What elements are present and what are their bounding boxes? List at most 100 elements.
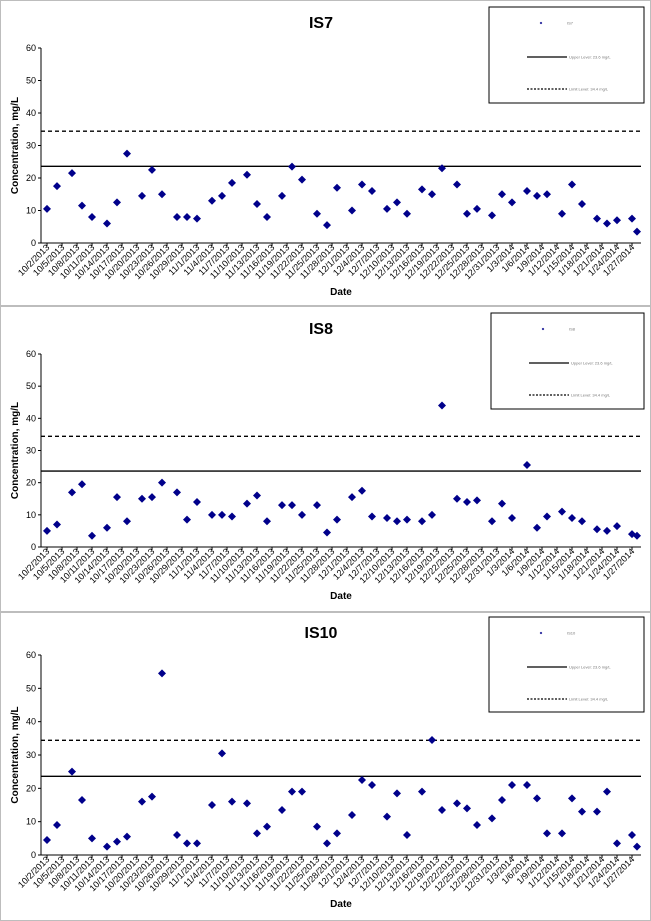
data-point bbox=[218, 510, 226, 519]
data-point bbox=[88, 213, 96, 221]
data-point bbox=[358, 180, 366, 189]
data-point bbox=[488, 211, 496, 220]
chart-title: IS7 bbox=[309, 15, 333, 32]
data-point bbox=[218, 191, 226, 200]
data-point bbox=[578, 807, 586, 816]
data-point bbox=[333, 183, 341, 192]
data-point bbox=[558, 829, 566, 838]
y-tick-label: 60 bbox=[26, 349, 36, 359]
data-point bbox=[603, 526, 611, 535]
data-point bbox=[78, 796, 86, 804]
legend-label: Limit Level: 34.4 mg/L bbox=[569, 697, 609, 702]
data-point bbox=[418, 185, 426, 194]
data-point bbox=[138, 797, 146, 806]
data-point bbox=[633, 227, 641, 236]
y-axis-label: Concentration, mg/L bbox=[10, 97, 21, 194]
data-point bbox=[438, 401, 446, 410]
y-tick-label: 60 bbox=[26, 650, 36, 660]
legend-box bbox=[490, 312, 645, 410]
y-tick-label: 20 bbox=[26, 783, 36, 793]
data-point bbox=[418, 517, 426, 526]
data-point bbox=[568, 180, 576, 189]
data-point bbox=[403, 209, 411, 218]
data-point bbox=[578, 200, 586, 208]
data-point bbox=[183, 515, 191, 524]
data-point bbox=[508, 781, 516, 789]
data-point bbox=[368, 781, 376, 789]
data-point bbox=[603, 219, 611, 228]
legend-label: Upper Level: 23.6 mg/L bbox=[569, 55, 611, 60]
data-point bbox=[453, 799, 461, 808]
data-point bbox=[603, 787, 611, 796]
data-point bbox=[383, 812, 391, 821]
data-point bbox=[68, 767, 76, 776]
data-point bbox=[473, 496, 481, 505]
data-point bbox=[183, 839, 191, 848]
data-point bbox=[323, 839, 331, 848]
data-point bbox=[523, 460, 531, 469]
data-point bbox=[613, 522, 621, 531]
data-point bbox=[43, 836, 51, 844]
data-point bbox=[593, 214, 601, 223]
data-point bbox=[123, 517, 131, 526]
data-point bbox=[543, 829, 551, 838]
data-point bbox=[498, 796, 506, 804]
data-point bbox=[593, 525, 601, 534]
legend-box bbox=[488, 616, 645, 713]
data-point bbox=[463, 804, 471, 813]
legend-box bbox=[488, 6, 645, 104]
data-point bbox=[633, 531, 641, 540]
y-tick-label: 0 bbox=[31, 238, 36, 248]
data-point bbox=[208, 801, 216, 809]
data-point bbox=[613, 839, 621, 848]
chart-title: IS8 bbox=[309, 321, 333, 338]
data-point bbox=[88, 834, 96, 843]
data-point bbox=[88, 531, 96, 540]
data-point bbox=[173, 213, 181, 221]
y-tick-label: 50 bbox=[26, 76, 36, 86]
data-point bbox=[288, 162, 296, 171]
data-point bbox=[298, 787, 306, 796]
y-axis-label: Concentration, mg/L bbox=[10, 402, 21, 499]
legend-label: IS7 bbox=[567, 21, 574, 26]
data-point bbox=[78, 201, 86, 210]
data-point bbox=[403, 831, 411, 839]
data-point bbox=[183, 213, 191, 221]
y-tick-label: 10 bbox=[26, 510, 36, 520]
data-point bbox=[628, 831, 636, 839]
data-point bbox=[243, 799, 251, 808]
data-point bbox=[313, 209, 321, 218]
data-point bbox=[508, 198, 516, 207]
data-point bbox=[368, 187, 376, 195]
data-point bbox=[68, 488, 76, 497]
data-point bbox=[463, 209, 471, 218]
data-point bbox=[438, 806, 446, 814]
data-point bbox=[158, 669, 166, 678]
y-tick-label: 20 bbox=[26, 173, 36, 183]
data-point bbox=[578, 517, 586, 526]
data-point bbox=[453, 180, 461, 189]
data-point bbox=[323, 528, 331, 537]
y-tick-label: 30 bbox=[26, 446, 36, 456]
data-point bbox=[243, 170, 251, 179]
y-tick-label: 30 bbox=[26, 750, 36, 760]
legend-label: Upper Level: 23.6 mg/L bbox=[569, 665, 611, 670]
data-point bbox=[263, 517, 271, 526]
y-tick-label: 20 bbox=[26, 478, 36, 488]
data-point bbox=[113, 198, 121, 207]
chart-panel-is7: IS7 0 10 20 30 40 50 60 Concentration, mg/L 10/2/… bbox=[0, 0, 651, 306]
data-point bbox=[358, 486, 366, 495]
data-point bbox=[393, 789, 401, 798]
data-point bbox=[263, 213, 271, 221]
data-point bbox=[228, 512, 236, 521]
data-point bbox=[543, 190, 551, 199]
data-point bbox=[278, 501, 286, 510]
data-point bbox=[383, 204, 391, 213]
data-point bbox=[498, 499, 506, 508]
data-point bbox=[418, 787, 426, 796]
data-point bbox=[228, 797, 236, 806]
data-point bbox=[253, 829, 261, 838]
data-point bbox=[218, 749, 226, 758]
y-tick-label: 10 bbox=[26, 817, 36, 827]
